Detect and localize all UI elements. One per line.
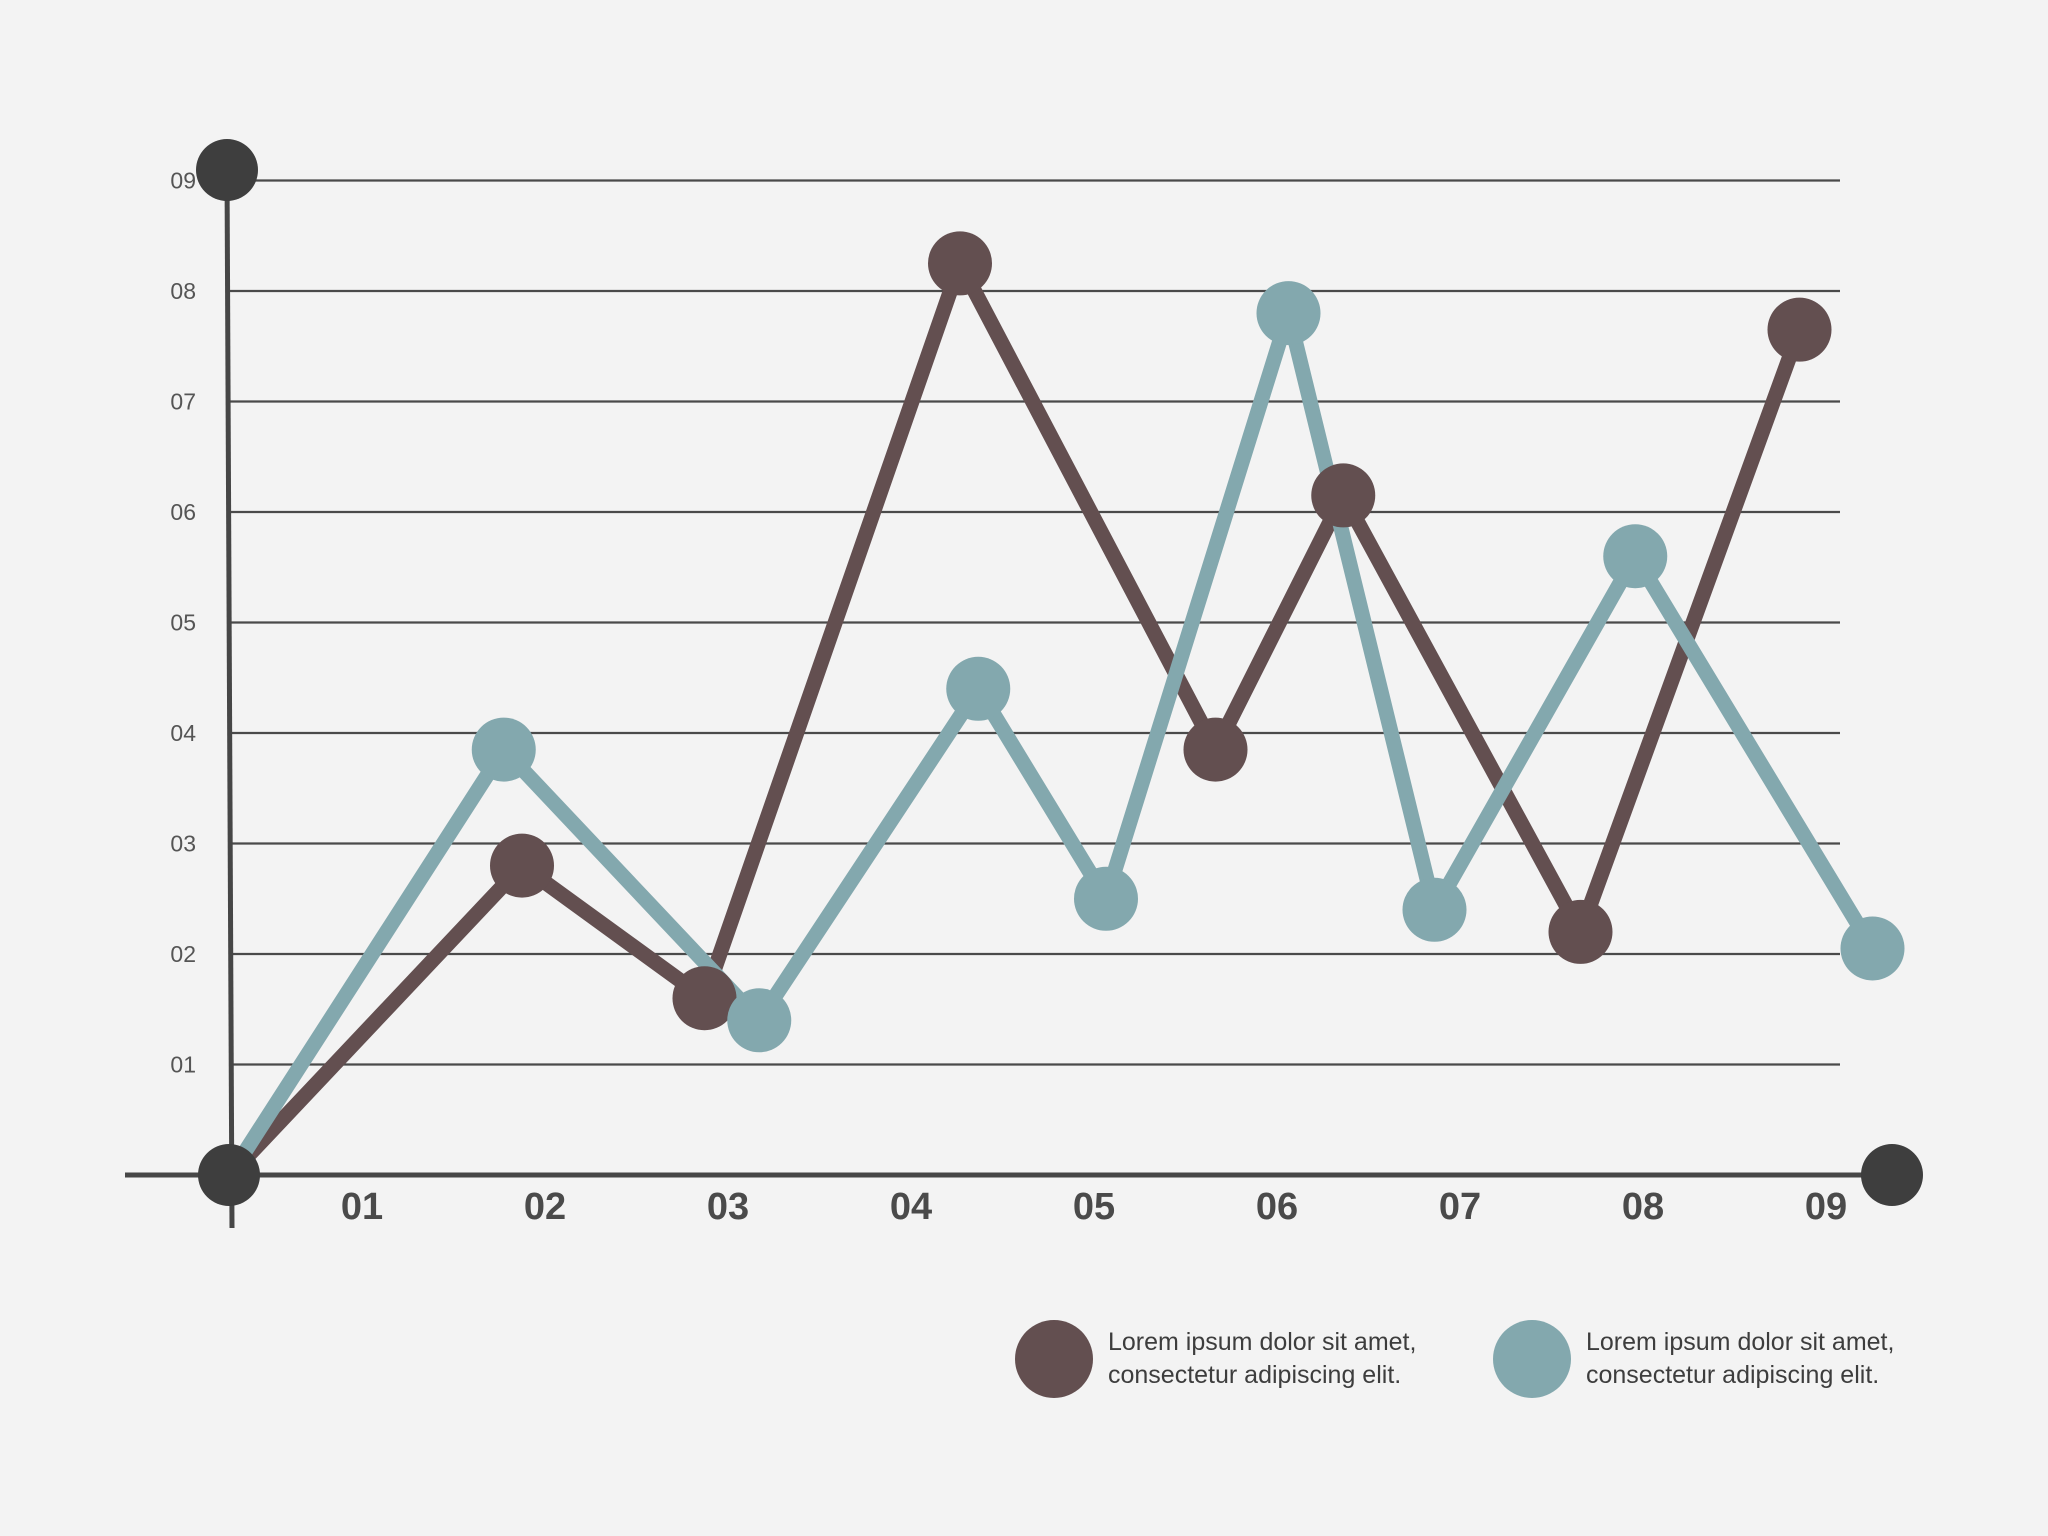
y-tick-label-08: 08 xyxy=(170,278,196,304)
x-tick-label-09: 09 xyxy=(1805,1186,1847,1228)
x-axis-right-endpoint xyxy=(1861,1144,1923,1206)
y-axis-tick-labels: 01 02 03 04 05 06 07 08 09 xyxy=(170,168,196,1078)
y-tick-label-01: 01 xyxy=(170,1052,196,1078)
legend-swatch-2 xyxy=(1493,1320,1571,1398)
x-tick-label-03: 03 xyxy=(707,1186,749,1228)
series-2-point-6 xyxy=(1256,281,1321,346)
x-tick-label-01: 01 xyxy=(341,1186,383,1228)
series-2-point-4 xyxy=(946,656,1011,721)
legend-label-1-line-2: consectetur adipiscing elit. xyxy=(1108,1361,1401,1389)
y-axis-top-endpoint xyxy=(196,139,258,201)
series-2-point-8 xyxy=(1603,524,1668,589)
series-1-point-4 xyxy=(928,231,992,296)
x-tick-label-06: 06 xyxy=(1256,1186,1298,1228)
x-tick-label-08: 08 xyxy=(1622,1186,1664,1228)
y-tick-label-04: 04 xyxy=(170,720,196,746)
series-2-point-3 xyxy=(727,988,792,1053)
series-1-point-3 xyxy=(672,966,737,1031)
y-tick-label-07: 07 xyxy=(170,389,196,415)
axes xyxy=(125,169,1890,1229)
series-1-point-5 xyxy=(1183,717,1248,782)
series-2-point-9 xyxy=(1840,916,1905,981)
y-tick-label-02: 02 xyxy=(170,941,196,967)
y-tick-label-06: 06 xyxy=(170,499,196,525)
x-axis-tick-labels: 01 02 03 04 05 06 07 08 09 xyxy=(341,1186,1847,1228)
series-1-point-2 xyxy=(490,833,554,898)
series-line-1 xyxy=(222,255,1807,1183)
y-tick-label-03: 03 xyxy=(170,831,196,857)
legend-label-2-line-2: consectetur adipiscing elit. xyxy=(1586,1361,1879,1389)
series-1-point-8 xyxy=(1767,297,1832,362)
series-2-point-5 xyxy=(1074,866,1138,931)
legend-swatch-1 xyxy=(1015,1320,1093,1398)
x-tick-label-05: 05 xyxy=(1073,1186,1115,1228)
y-tick-label-05: 05 xyxy=(170,610,196,636)
series-2-point-2 xyxy=(471,717,536,782)
series-2-point-7 xyxy=(1402,877,1467,942)
x-tick-label-04: 04 xyxy=(890,1186,932,1228)
y-axis-line xyxy=(224,169,235,1229)
series-markers xyxy=(471,231,1905,1053)
origin-endpoint xyxy=(198,1144,260,1206)
series-lines xyxy=(222,255,1880,1183)
legend-label-2-line-1: Lorem ipsum dolor sit amet, xyxy=(1586,1328,1894,1356)
legend: Lorem ipsum dolor sit amet, consectetur a… xyxy=(1015,1320,1894,1398)
x-tick-label-02: 02 xyxy=(524,1186,566,1228)
series-1-point-6 xyxy=(1311,463,1376,528)
series-1-point-7 xyxy=(1548,899,1613,964)
y-tick-label-09: 09 xyxy=(170,168,196,194)
x-tick-label-07: 07 xyxy=(1439,1186,1481,1228)
axis-endpoints xyxy=(196,139,1923,1206)
legend-label-1-line-1: Lorem ipsum dolor sit amet, xyxy=(1108,1328,1416,1356)
